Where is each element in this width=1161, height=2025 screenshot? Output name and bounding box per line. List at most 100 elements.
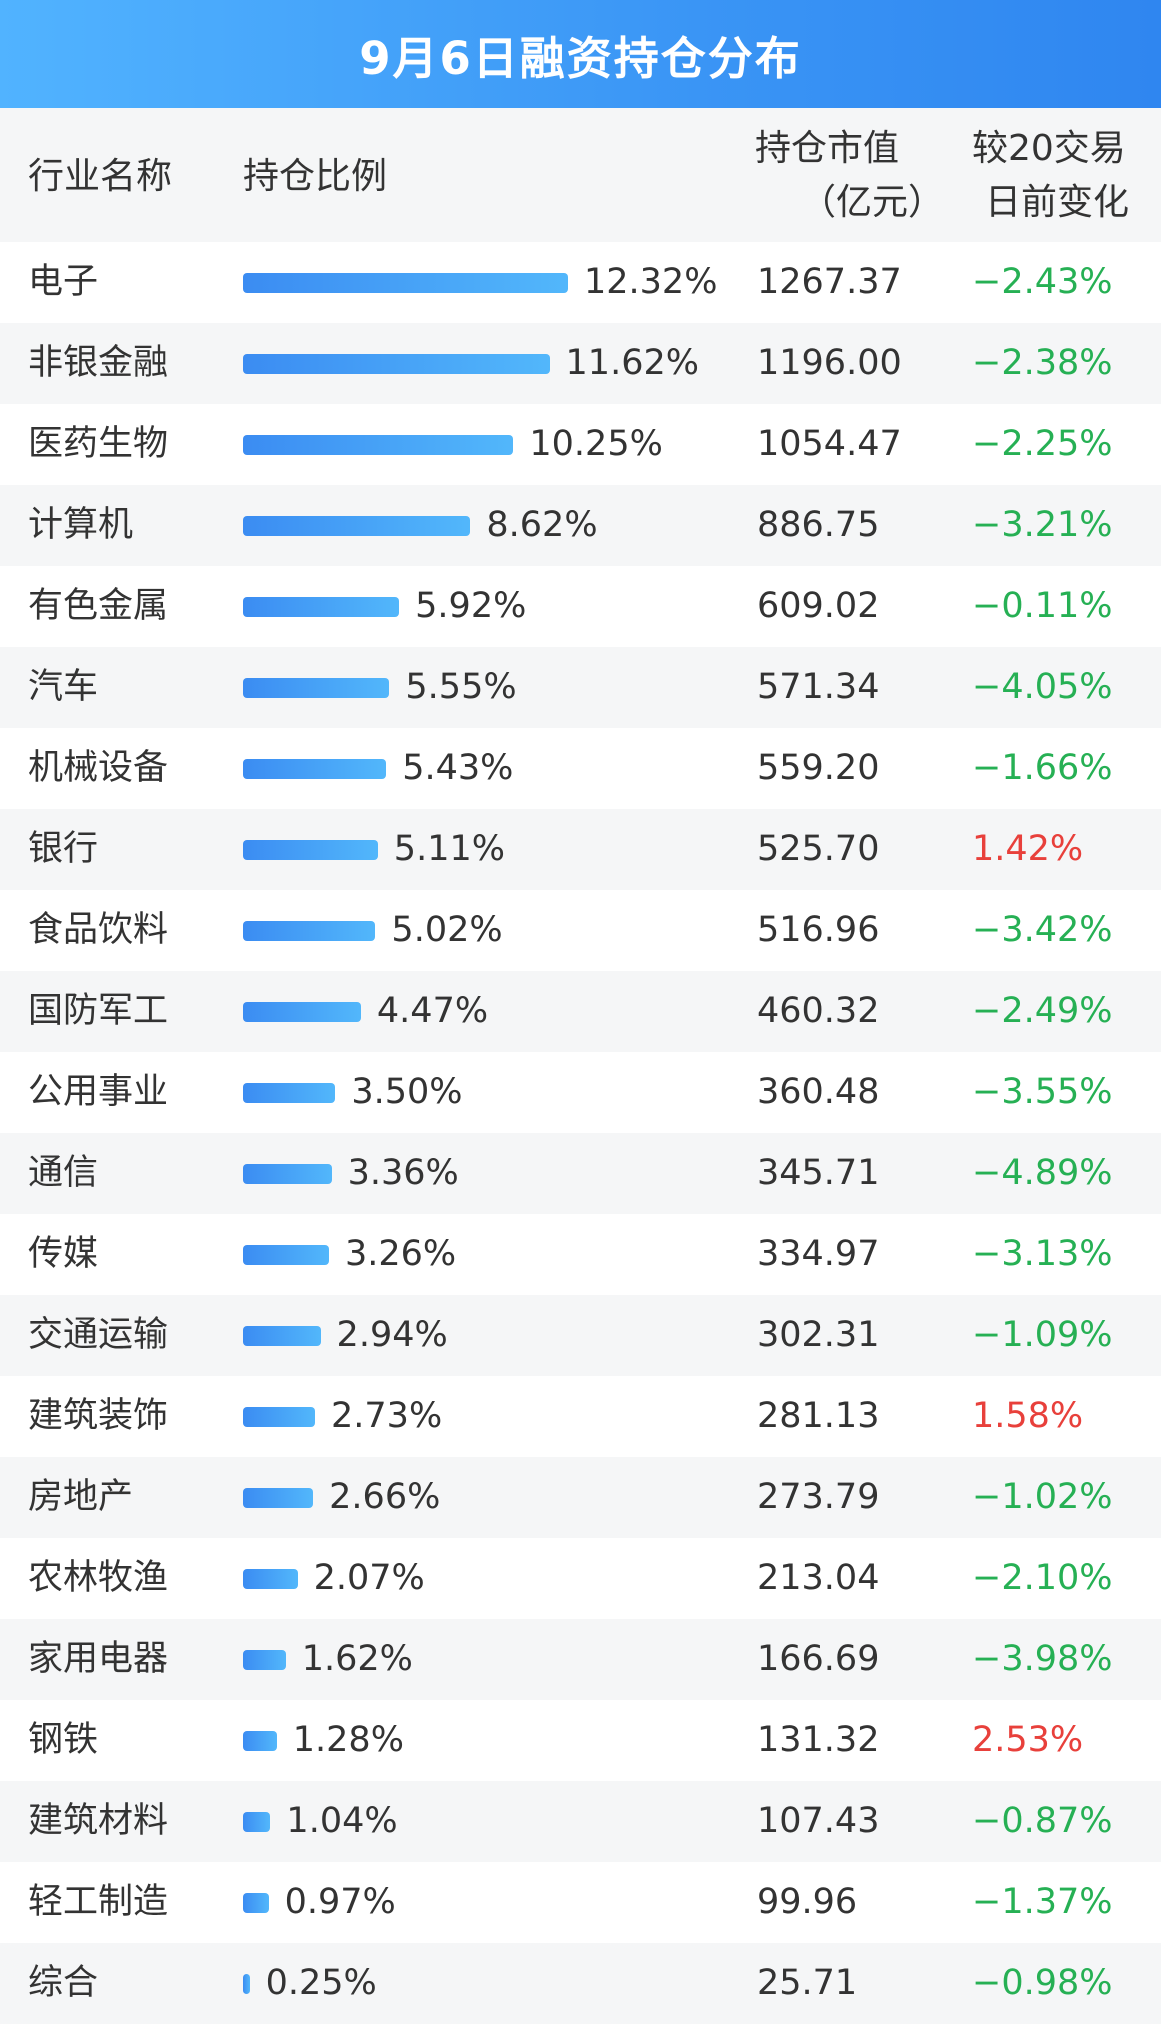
ratio-label: 5.92% (415, 586, 527, 626)
chart-title: 9月6日融资持仓分布 (359, 31, 802, 85)
ratio-bar-track (243, 1164, 332, 1184)
ratio-bar-track (243, 1488, 314, 1508)
table-row: 家用电器 1.62% 166.69 −3.98% (0, 1619, 1161, 1700)
ratio-bar (243, 759, 387, 779)
header-change-line2: 日前变化 (985, 182, 1130, 223)
change-value: −1.09% (972, 1315, 1113, 1355)
ratio-label: 0.25% (265, 1963, 377, 2003)
market-value: 516.96 (757, 910, 880, 950)
header-market-value-unit: （亿元） (800, 182, 945, 223)
industry-name: 电子 (28, 262, 99, 302)
ratio-bar (243, 1083, 336, 1103)
market-value: 99.96 (757, 1882, 858, 1922)
ratio-bar-track (243, 273, 568, 293)
ratio-label: 1.62% (301, 1639, 413, 1679)
change-value: −3.42% (972, 910, 1113, 950)
table-row: 农林牧渔 2.07% 213.04 −2.10% (0, 1538, 1161, 1619)
ratio-bar-track (243, 516, 471, 536)
industry-name: 计算机 (28, 505, 134, 545)
ratio-bar (243, 921, 376, 941)
ratio-bar-track (243, 921, 376, 941)
ratio-bar-track (243, 435, 514, 455)
industry-name: 食品饮料 (28, 910, 169, 950)
header-ratio: 持仓比例 (243, 156, 388, 197)
change-value: 2.53% (972, 1720, 1084, 1760)
table-row: 建筑装饰 2.73% 281.13 1.58% (0, 1376, 1161, 1457)
market-value: 559.20 (757, 748, 880, 788)
table-row: 计算机 8.62% 886.75 −3.21% (0, 485, 1161, 566)
change-value: −3.55% (972, 1072, 1113, 1112)
ratio-label: 1.04% (286, 1801, 398, 1841)
ratio-bar (243, 1812, 271, 1832)
ratio-label: 5.55% (405, 667, 517, 707)
table-row: 电子 12.32% 1267.37 −2.43% (0, 242, 1161, 323)
change-value: −2.25% (972, 424, 1113, 464)
ratio-bar (243, 435, 514, 455)
industry-name: 有色金属 (28, 586, 169, 626)
ratio-bar-track (243, 1245, 329, 1265)
table-header: 行业名称 持仓比例 持仓市值 （亿元） 较20交易 日前变化 (0, 108, 1161, 242)
market-value: 166.69 (757, 1639, 880, 1679)
ratio-bar-track (243, 759, 387, 779)
ratio-bar (243, 597, 400, 617)
ratio-bar (243, 1974, 250, 1994)
market-value: 525.70 (757, 829, 880, 869)
industry-name: 交通运输 (28, 1315, 169, 1355)
ratio-label: 5.02% (391, 910, 503, 950)
ratio-bar (243, 354, 550, 374)
change-value: −0.98% (972, 1963, 1113, 2003)
table-row: 传媒 3.26% 334.97 −3.13% (0, 1214, 1161, 1295)
ratio-bar (243, 678, 390, 698)
change-value: −4.05% (972, 667, 1113, 707)
market-value: 345.71 (757, 1153, 880, 1193)
market-value: 886.75 (757, 505, 880, 545)
table-row: 建筑材料 1.04% 107.43 −0.87% (0, 1781, 1161, 1862)
ratio-bar (243, 840, 378, 860)
industry-name: 传媒 (28, 1234, 99, 1274)
market-value: 609.02 (757, 586, 880, 626)
table-row: 食品饮料 5.02% 516.96 −3.42% (0, 890, 1161, 971)
table-row: 轻工制造 0.97% 99.96 −1.37% (0, 1862, 1161, 1943)
ratio-label: 5.43% (402, 748, 514, 788)
table-row: 机械设备 5.43% 559.20 −1.66% (0, 728, 1161, 809)
ratio-bar-track (243, 678, 390, 698)
market-value: 281.13 (757, 1396, 880, 1436)
change-value: −2.10% (972, 1558, 1113, 1598)
table-row: 有色金属 5.92% 609.02 −0.11% (0, 566, 1161, 647)
ratio-label: 8.62% (486, 505, 598, 545)
header-change: 较20交易 (972, 128, 1126, 169)
ratio-bar-track (243, 1974, 250, 1994)
ratio-bar (243, 1488, 314, 1508)
ratio-label: 12.32% (584, 262, 718, 302)
ratio-bar-track (243, 1812, 271, 1832)
change-value: −0.11% (972, 586, 1113, 626)
market-value: 131.32 (757, 1720, 880, 1760)
industry-name: 非银金融 (28, 343, 169, 383)
industry-name: 综合 (28, 1963, 99, 2003)
ratio-label: 2.07% (313, 1558, 425, 1598)
ratio-bar (243, 1245, 329, 1265)
industry-name: 农林牧渔 (28, 1558, 169, 1598)
ratio-label: 1.28% (292, 1720, 404, 1760)
market-value: 25.71 (757, 1963, 858, 2003)
ratio-label: 11.62% (565, 343, 699, 383)
ratio-label: 2.73% (331, 1396, 443, 1436)
ratio-label: 0.97% (284, 1882, 396, 1922)
change-value: −4.89% (972, 1153, 1113, 1193)
ratio-bar (243, 1731, 277, 1751)
ratio-bar-track (243, 1569, 298, 1589)
change-value: −3.21% (972, 505, 1113, 545)
ratio-bar (243, 1893, 269, 1913)
ratio-bar-track (243, 354, 550, 374)
ratio-bar-track (243, 1731, 277, 1751)
change-value: −2.43% (972, 262, 1113, 302)
ratio-label: 4.47% (376, 991, 489, 1031)
market-value: 273.79 (757, 1477, 880, 1517)
ratio-label: 2.94% (336, 1315, 448, 1355)
industry-name: 建筑材料 (28, 1801, 169, 1841)
table-row: 综合 0.25% 25.71 −0.98% (0, 1943, 1161, 2024)
market-value: 334.97 (757, 1234, 880, 1274)
market-value: 460.32 (757, 991, 880, 1031)
industry-name: 轻工制造 (28, 1882, 169, 1922)
ratio-label: 3.36% (347, 1153, 459, 1193)
